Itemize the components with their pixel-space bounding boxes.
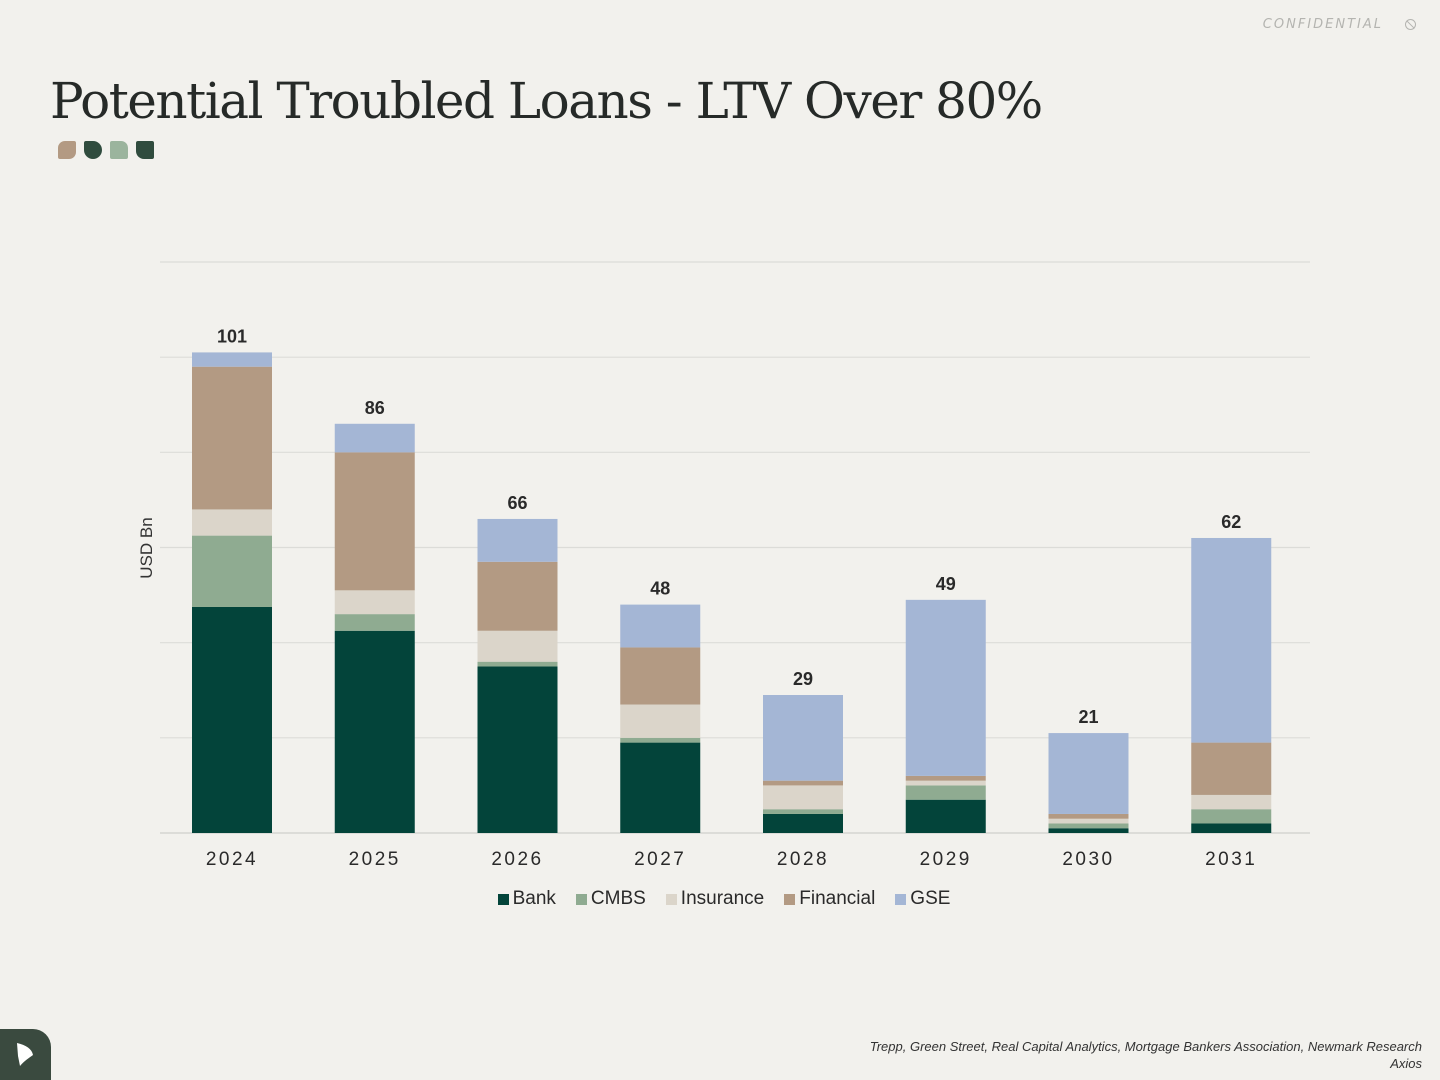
legend-item: GSE	[895, 888, 950, 910]
confidential-label: CONFIDENTIAL	[1263, 17, 1416, 32]
legend-item: Financial	[784, 888, 875, 910]
bar-segment-financial	[477, 561, 558, 631]
legend-swatch	[497, 893, 509, 905]
x-tick-label: 2024	[206, 849, 258, 870]
leaf-swatch-icon	[110, 141, 128, 159]
bar-total-label: 62	[1221, 512, 1241, 532]
source-line: Trepp, Green Street, Real Capital Analyt…	[869, 1039, 1422, 1054]
bar-segment-bank	[1048, 828, 1129, 833]
bar-segment-bank	[477, 666, 558, 833]
legend-swatch	[895, 893, 907, 905]
bar-segment-insurance	[905, 780, 986, 786]
bar-segment-bank	[763, 813, 843, 833]
legend-item: Bank	[497, 888, 556, 910]
bar-segment-cmbs	[334, 614, 415, 631]
bar-segment-gse	[1191, 537, 1272, 743]
x-tick-label: 2030	[1062, 849, 1114, 870]
bar-segment-bank	[620, 742, 701, 833]
bar-segment-financial	[905, 775, 986, 781]
page-title: Potential Troubled Loans - LTV Over 80%	[50, 72, 1043, 130]
bar-segment-cmbs	[1048, 823, 1129, 829]
bar-segment-financial	[334, 452, 415, 591]
legend-label: GSE	[910, 888, 951, 909]
x-tick-label: 2029	[920, 849, 972, 870]
legend-swatch	[665, 893, 677, 905]
bar-segment-insurance	[192, 509, 272, 536]
no-entry-icon	[1405, 19, 1416, 30]
bar-segment-insurance	[477, 630, 558, 662]
confidential-text: CONFIDENTIAL	[1262, 17, 1383, 32]
leaf-swatch-icon	[136, 141, 154, 159]
bar-segment-cmbs	[477, 661, 558, 667]
bar-segment-financial	[1191, 742, 1272, 795]
bar-segment-insurance	[1191, 794, 1272, 810]
bar-segment-financial	[620, 647, 701, 705]
bar-segment-cmbs	[192, 535, 272, 607]
leaf-swatch-icon	[58, 141, 76, 159]
chart-legend: Bank CMBS Insurance Financial GSE	[0, 888, 1440, 910]
legend-label: Financial	[799, 888, 876, 909]
bar-segment-cmbs	[763, 809, 843, 814]
x-tick-label: 2025	[349, 849, 401, 870]
leaf-swatch-icon	[84, 141, 102, 159]
bar-segment-gse	[905, 599, 986, 776]
bar-total-label: 48	[650, 579, 670, 599]
x-tick-label: 2028	[777, 849, 829, 870]
bar-segment-gse	[763, 695, 843, 781]
bar-segment-cmbs	[905, 785, 986, 800]
bar-segment-gse	[620, 604, 701, 648]
bar-total-label: 101	[217, 326, 247, 346]
bar-segment-gse	[334, 423, 415, 453]
bar-total-label: 21	[1078, 707, 1098, 727]
bar-total-label: 86	[365, 398, 385, 418]
bar-segment-bank	[1191, 823, 1272, 833]
bar-segment-bank	[905, 799, 986, 833]
decorative-swatches	[58, 141, 154, 159]
source-note: Trepp, Green Street, Real Capital Analyt…	[870, 1038, 1422, 1072]
bar-segment-financial	[1048, 813, 1129, 819]
legend-swatch	[575, 893, 587, 905]
bar-segment-insurance	[620, 704, 701, 738]
bar-segment-gse	[1048, 733, 1129, 814]
bar-segment-cmbs	[620, 737, 701, 743]
bar-segment-insurance	[334, 590, 415, 615]
bar-segment-bank	[192, 606, 272, 833]
bar-total-label: 66	[507, 493, 527, 513]
brand-logo	[0, 1029, 51, 1080]
bar-segment-financial	[763, 780, 843, 786]
bar-segment-insurance	[763, 785, 843, 810]
x-tick-label: 2031	[1205, 849, 1257, 870]
legend-label: CMBS	[590, 888, 646, 909]
bar-segment-financial	[192, 366, 272, 510]
bar-segment-gse	[477, 518, 558, 562]
bar-total-label: 49	[936, 574, 956, 594]
x-tick-label: 2027	[634, 849, 686, 870]
legend-item: CMBS	[575, 888, 646, 910]
source-line: Axios	[1390, 1056, 1422, 1071]
bar-segment-insurance	[1048, 818, 1129, 824]
leaf-logo-icon	[17, 1043, 33, 1066]
y-axis-label: USD Bn	[137, 517, 156, 578]
legend-item: Insurance	[665, 888, 765, 910]
legend-label: Insurance	[680, 888, 765, 909]
legend-swatch	[784, 893, 796, 905]
bar-total-label: 29	[793, 669, 813, 689]
bar-segment-bank	[334, 630, 415, 833]
x-tick-label: 2026	[491, 849, 543, 870]
bar-segment-cmbs	[1191, 809, 1272, 824]
legend-label: Bank	[512, 888, 556, 909]
bar-segment-gse	[192, 352, 272, 367]
